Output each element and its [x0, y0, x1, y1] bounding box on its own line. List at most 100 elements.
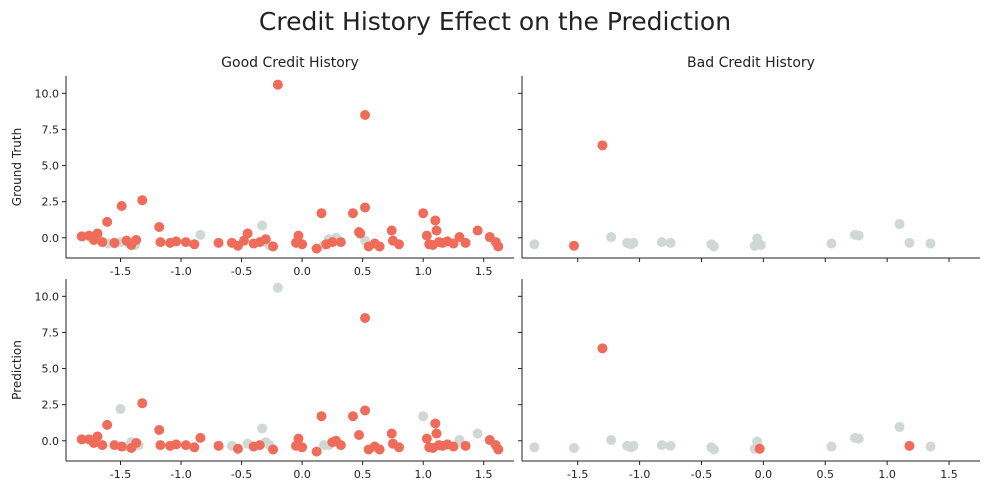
data-point — [853, 230, 864, 241]
panel-2: Bad Credit History — [518, 55, 980, 262]
data-point — [628, 440, 639, 451]
data-point — [272, 79, 283, 90]
x-tick-label: -1.5 — [110, 265, 131, 278]
data-point — [213, 440, 224, 451]
data-point — [171, 439, 182, 450]
data-point — [355, 228, 366, 239]
data-point — [272, 282, 283, 293]
data-point — [656, 440, 667, 451]
data-point — [257, 423, 268, 434]
data-point — [242, 228, 253, 239]
data-point — [189, 239, 200, 250]
data-point — [472, 428, 483, 439]
panel-title: Bad Credit History — [687, 55, 815, 71]
data-point — [171, 236, 182, 247]
x-tick-label: -0.5 — [231, 468, 252, 481]
x-tick-label: 0.5 — [354, 468, 372, 481]
data-point — [297, 239, 308, 250]
data-point — [421, 230, 432, 241]
data-point — [360, 313, 371, 323]
data-point — [155, 237, 166, 248]
data-point — [311, 446, 322, 457]
y-tick-label: 5.0 — [42, 160, 60, 173]
data-point — [597, 343, 608, 354]
y-tick-label: 7.5 — [42, 326, 60, 339]
data-point — [894, 219, 905, 230]
data-point — [360, 110, 371, 120]
figure-title: Credit History Effect on the Prediction — [259, 7, 731, 36]
data-point — [568, 240, 579, 251]
x-tick-label: 1.0 — [414, 468, 432, 481]
data-point — [92, 228, 103, 239]
data-point — [297, 442, 308, 453]
data-point — [293, 433, 304, 444]
data-point — [335, 440, 346, 451]
data-point — [430, 418, 441, 429]
x-tick-label: 1.0 — [414, 265, 432, 278]
data-point — [904, 440, 915, 451]
data-point — [189, 442, 200, 453]
data-point — [360, 405, 371, 416]
data-point — [232, 443, 243, 454]
data-point — [109, 237, 120, 248]
data-point — [472, 225, 483, 236]
data-point — [260, 234, 271, 245]
x-tick-label: -0.5 — [231, 265, 252, 278]
y-tick-label: 2.5 — [42, 196, 60, 209]
data-point — [894, 422, 905, 433]
data-point — [493, 444, 504, 455]
data-point — [568, 443, 579, 453]
x-tick-label: 0.0 — [293, 265, 311, 278]
data-point — [155, 440, 166, 451]
data-point — [448, 441, 459, 452]
data-point — [430, 215, 441, 226]
y-tick-label: 0.0 — [42, 232, 60, 245]
data-point — [925, 441, 936, 452]
data-point — [316, 208, 327, 219]
x-tick-label: -1.0 — [629, 468, 650, 481]
x-tick-label: 0.0 — [293, 468, 311, 481]
data-point — [386, 428, 397, 439]
data-point — [97, 440, 108, 451]
data-point — [460, 237, 471, 248]
data-point — [374, 241, 385, 252]
x-tick-label: 0.0 — [755, 468, 773, 481]
data-point — [708, 241, 719, 252]
data-point — [529, 442, 540, 453]
x-tick-label: 1.5 — [940, 468, 958, 481]
y-tick-label: 2.5 — [42, 399, 60, 412]
data-point — [293, 230, 304, 241]
data-point — [431, 225, 442, 236]
data-point — [137, 195, 148, 206]
data-point — [131, 234, 142, 245]
data-point — [597, 140, 608, 151]
data-point — [154, 221, 165, 232]
data-point — [904, 237, 915, 248]
x-tick-label: -1.0 — [170, 265, 191, 278]
data-point — [347, 411, 358, 422]
panel-3: 0.0 2.5 5.0 7.5 10.0 -1.5 -1.0 -0.5 0.0 0.5 1.0 1.5… — [10, 279, 514, 481]
data-point — [493, 241, 504, 252]
y-tick-label: 7.5 — [42, 123, 60, 136]
data-point — [347, 208, 358, 219]
data-point — [180, 237, 191, 248]
y-tick-label: 10.0 — [35, 87, 60, 100]
y-tick-label: 10.0 — [35, 290, 60, 303]
data-point — [137, 398, 148, 409]
y-axis-label: Prediction — [10, 340, 24, 400]
data-point — [154, 424, 165, 435]
x-tick-label: 0.5 — [354, 265, 372, 278]
data-point — [131, 437, 142, 448]
data-point — [311, 243, 322, 254]
data-point — [115, 404, 126, 414]
data-point — [606, 435, 617, 446]
data-point — [393, 442, 404, 453]
data-point — [460, 440, 471, 451]
data-point — [254, 440, 265, 451]
x-tick-label: 1.5 — [475, 468, 493, 481]
data-point — [826, 441, 837, 452]
data-point — [431, 428, 442, 439]
panel-1: 0.0 2.5 5.0 7.5 10.0 -1.5 -1.0 -0.5 0.0 0.5 1.0 1.5… — [10, 55, 514, 278]
x-tick-label: 1.0 — [878, 468, 896, 481]
